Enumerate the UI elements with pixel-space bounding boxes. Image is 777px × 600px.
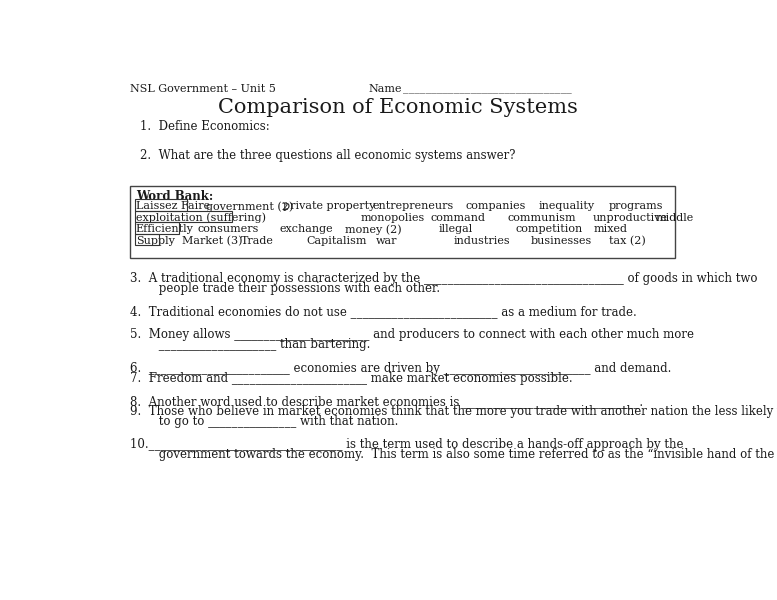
Text: Capitalism: Capitalism — [306, 236, 367, 246]
Text: Efficiently: Efficiently — [136, 224, 193, 235]
Text: unproductive: unproductive — [593, 213, 668, 223]
Text: 9.  Those who believe in market economies think that the more you trade with ano: 9. Those who believe in market economies… — [130, 404, 777, 418]
Text: ______________________________: ______________________________ — [403, 85, 572, 94]
Text: tax (2): tax (2) — [608, 236, 646, 247]
Text: exchange: exchange — [279, 224, 333, 235]
Text: Supply: Supply — [136, 236, 175, 246]
Bar — [135, 222, 179, 233]
Text: private property: private property — [283, 202, 375, 211]
Text: competition: competition — [516, 224, 583, 235]
Text: illegal: illegal — [438, 224, 472, 235]
Text: industries: industries — [454, 236, 510, 246]
Bar — [135, 211, 232, 222]
Text: exploitation (suffering): exploitation (suffering) — [136, 213, 266, 223]
Text: 8.  Another word used to describe market economies is __________________________: 8. Another word used to describe market … — [130, 395, 643, 407]
Bar — [130, 186, 674, 259]
Text: Word Bank:: Word Bank: — [136, 190, 213, 203]
Text: NSL Government – Unit 5: NSL Government – Unit 5 — [130, 85, 276, 94]
Text: 4.  Traditional economies do not use _________________________ as a medium for t: 4. Traditional economies do not use ____… — [130, 305, 636, 319]
Text: government towards the economy.  This term is also some time referred to as the : government towards the economy. This ter… — [140, 448, 777, 461]
Text: Comparison of Economic Systems: Comparison of Economic Systems — [218, 98, 578, 117]
Text: war: war — [376, 236, 398, 246]
Text: Trade: Trade — [241, 236, 274, 246]
Text: monopolies: monopolies — [361, 213, 425, 223]
Text: businesses: businesses — [531, 236, 592, 246]
Text: command: command — [430, 213, 486, 223]
Text: consumers: consumers — [198, 224, 260, 235]
Text: Laissez Faire: Laissez Faire — [136, 202, 210, 211]
Text: Market (3): Market (3) — [183, 236, 243, 247]
Text: 3.  A traditional economy is characterized by the ______________________________: 3. A traditional economy is characterize… — [130, 272, 757, 285]
Text: Name: Name — [368, 85, 402, 94]
Text: 7.  Freedom and _______________________ make market economies possible.: 7. Freedom and _______________________ m… — [130, 371, 573, 385]
Text: people trade their possessions with each other.: people trade their possessions with each… — [140, 282, 440, 295]
Text: 5.  Money allows _______________________ and producers to connect with each othe: 5. Money allows _______________________ … — [130, 328, 694, 341]
Text: 10._________________________________ is the term used to describe a hands-off ap: 10._________________________________ is … — [130, 438, 683, 451]
Text: 6.  ________________________ economies are driven by _________________________ a: 6. ________________________ economies ar… — [130, 362, 671, 374]
Text: money (2): money (2) — [345, 224, 402, 235]
Text: 1.  Define Economics:: 1. Define Economics: — [140, 120, 270, 133]
Text: communism: communism — [508, 213, 577, 223]
Text: 2.  What are the three questions all economic systems answer?: 2. What are the three questions all econ… — [140, 149, 515, 162]
Bar — [135, 233, 159, 245]
Text: middle: middle — [655, 213, 693, 223]
Text: ____________________ than bartering.: ____________________ than bartering. — [140, 338, 370, 352]
Text: inequality: inequality — [539, 202, 595, 211]
Bar — [135, 199, 187, 211]
Text: to go to _______________ with that nation.: to go to _______________ with that natio… — [140, 415, 398, 428]
Text: entrepreneurs: entrepreneurs — [372, 202, 454, 211]
Text: companies: companies — [465, 202, 525, 211]
Text: government (2): government (2) — [206, 202, 293, 212]
Text: mixed: mixed — [593, 224, 627, 235]
Text: programs: programs — [608, 202, 663, 211]
